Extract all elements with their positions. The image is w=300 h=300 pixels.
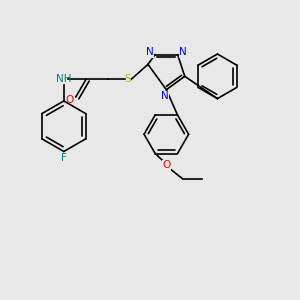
Text: N: N	[179, 47, 187, 57]
Text: F: F	[61, 153, 67, 163]
Text: O: O	[162, 160, 170, 170]
Text: S: S	[124, 74, 131, 84]
Text: N: N	[161, 91, 169, 101]
Text: NH: NH	[56, 74, 72, 84]
Text: O: O	[66, 95, 74, 105]
Text: N: N	[146, 47, 154, 57]
